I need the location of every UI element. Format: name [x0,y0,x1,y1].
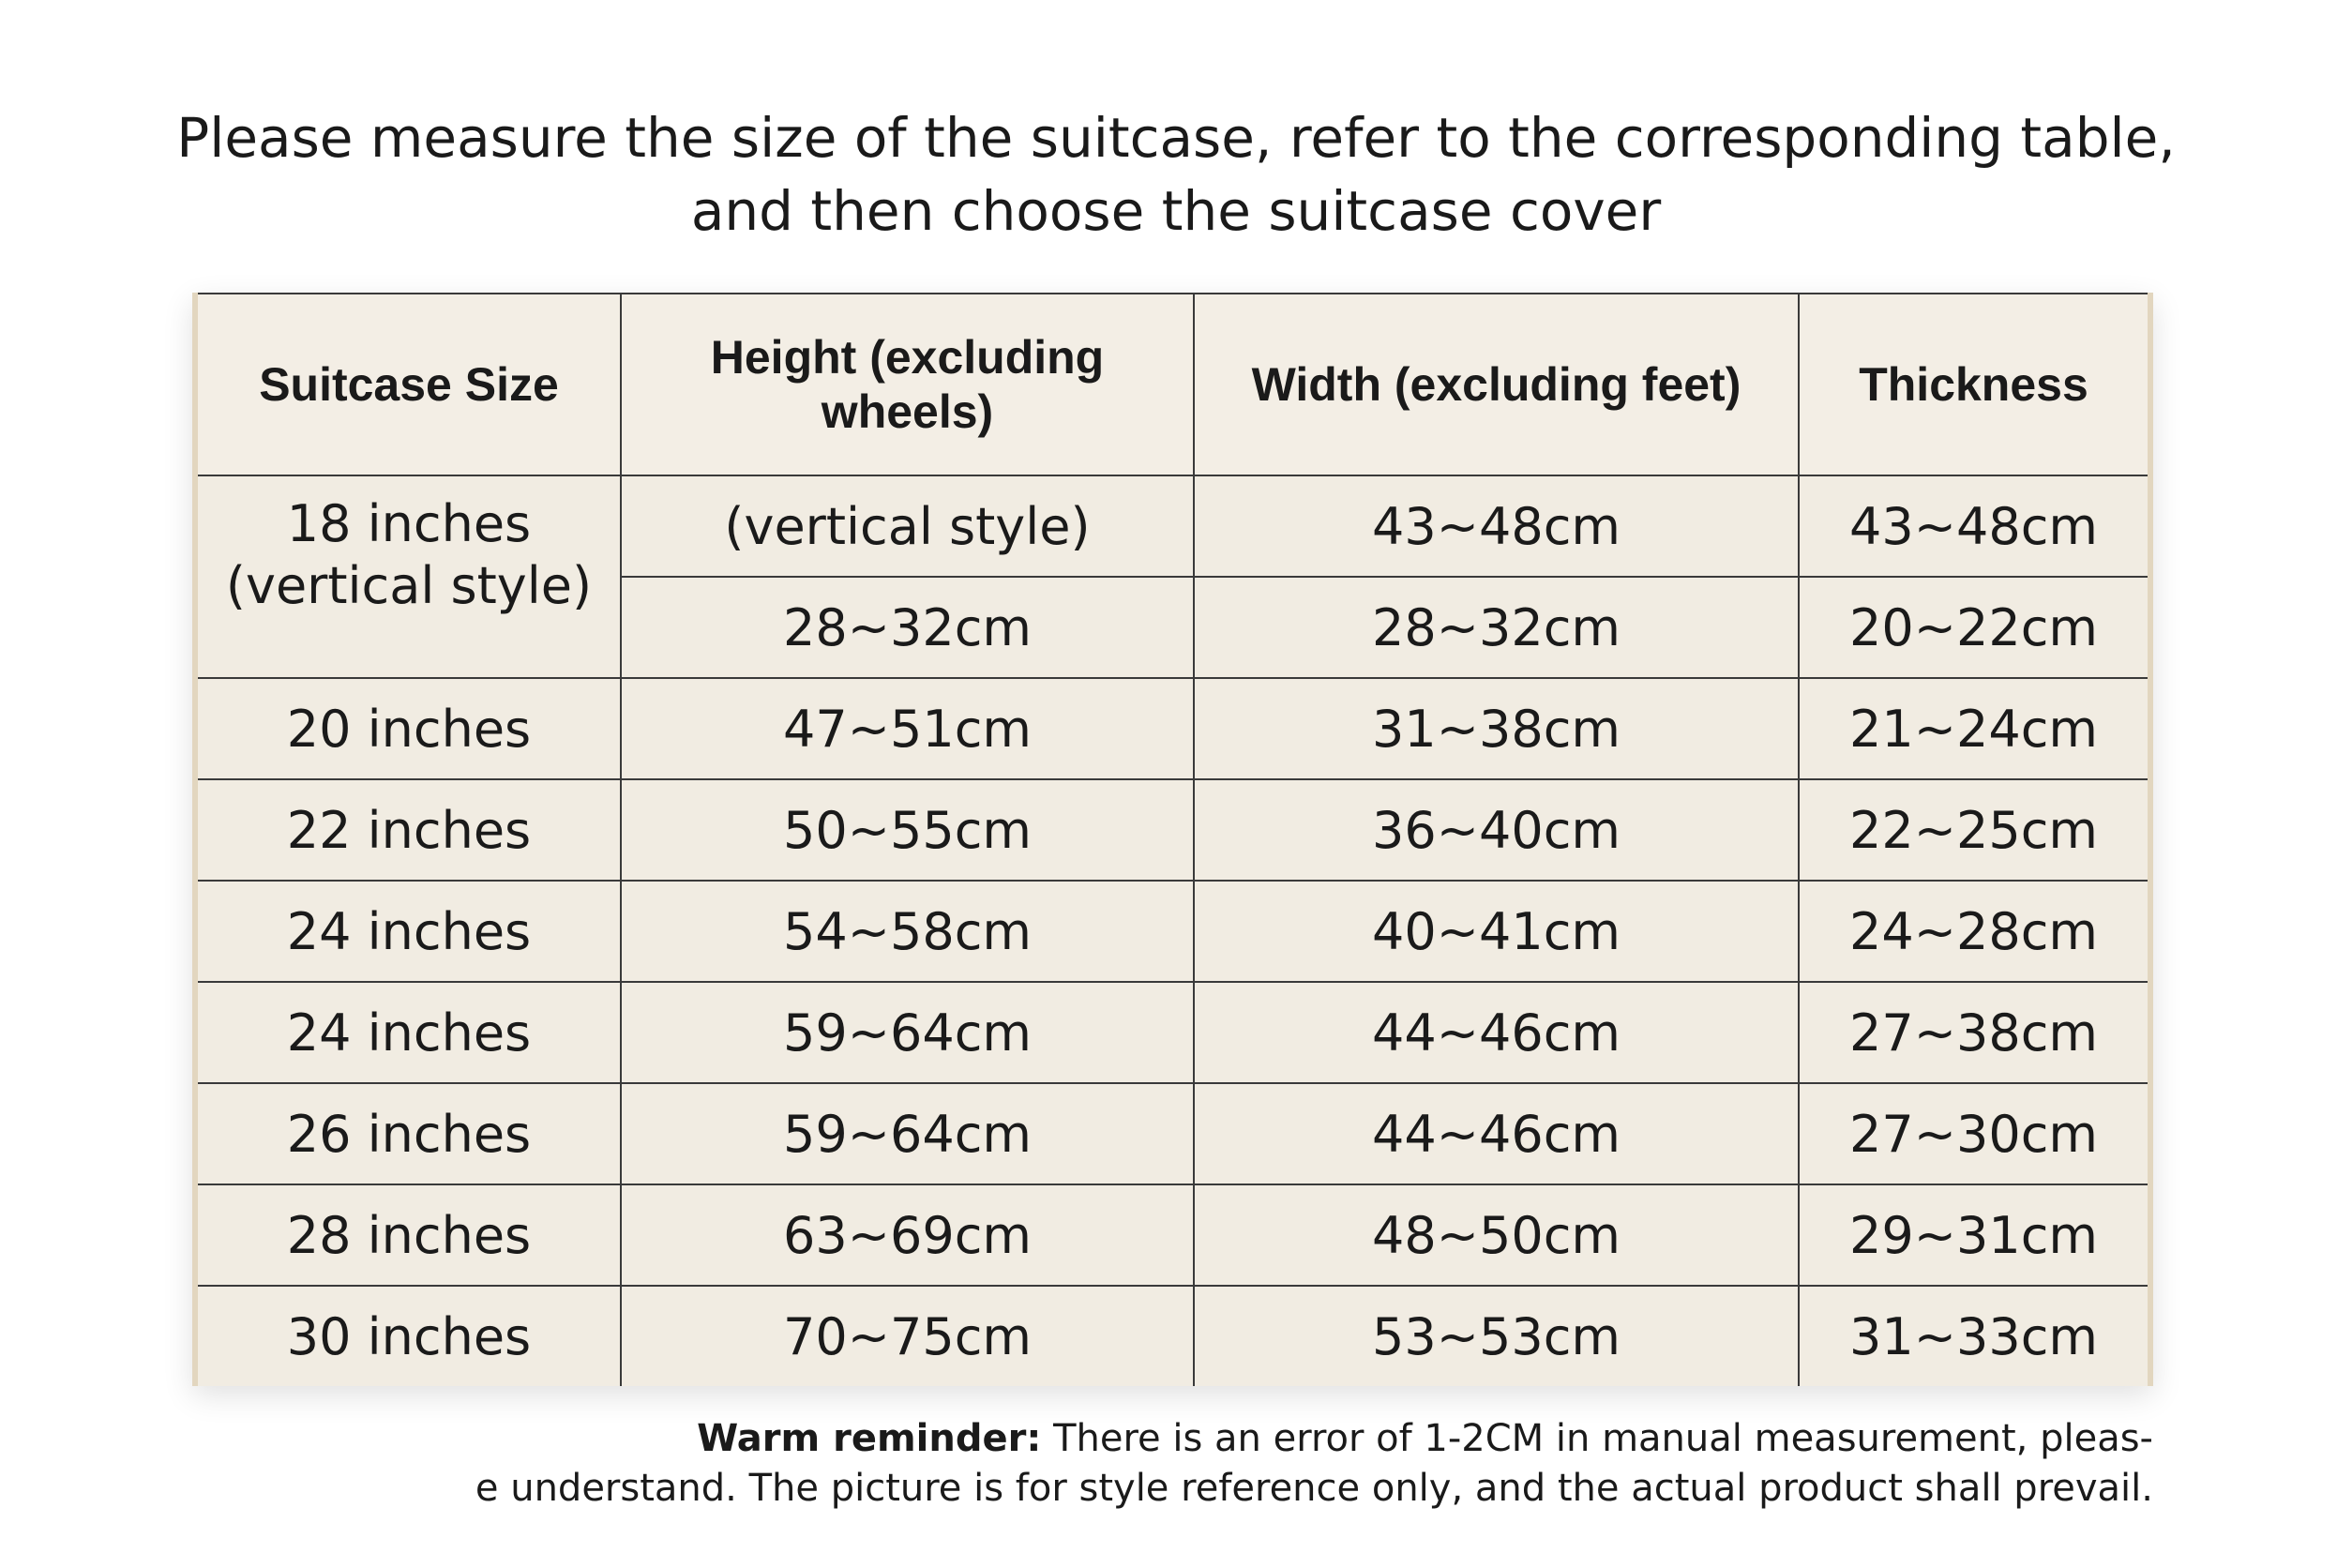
footer-line: Warm reminder: There is an error of 1-2C… [475,1414,2153,1464]
table-cell: 63~69cm [620,1184,1195,1287]
table-row: 28~32cm 28~32cm 20~22cm [198,576,2148,679]
table-cell: 43~48cm [1798,475,2148,578]
table-cell: 48~50cm [1193,1184,1800,1287]
size-table: Suitcase Size Height (excluding wheels) Wi… [198,293,2148,1386]
table-cell: 27~30cm [1798,1082,2148,1185]
table-row: 26 inches 59~64cm 44~46cm 27~30cm [198,1082,2148,1185]
footer-label: Warm reminder: [697,1417,1042,1460]
table-cell: 54~58cm [620,880,1195,983]
title-line: and then choose the suitcase cover [690,179,1662,243]
table-cell: 28~32cm [621,576,1195,679]
table-row: 20 inches 47~51cm 31~38cm 21~24cm [198,677,2148,780]
table-cell: 24 inches [198,880,622,983]
table-cell: 22 inches [198,778,622,882]
table-cell: 50~55cm [620,778,1195,882]
column-header: Thickness [1798,293,2148,476]
table-cell: 29~31cm [1798,1184,2148,1287]
table-cell: (vertical style) [620,475,1195,578]
table-cell: 59~64cm [620,981,1195,1084]
table-cell: 27~38cm [1798,981,2148,1084]
table-cell: 40~41cm [1193,880,1800,983]
table-cell: 28 inches [198,1184,622,1287]
table-cell: 21~24cm [1798,677,2148,780]
table-cell: 59~64cm [620,1082,1195,1185]
table-cell: 36~40cm [1193,778,1800,882]
table-row: 24 inches 54~58cm 40~41cm 24~28cm [198,880,2148,983]
table-cell: 31~38cm [1193,677,1800,780]
table-cell: 22~25cm [1798,778,2148,882]
title: Please measure the size of the suitcase,… [0,101,2352,248]
table-cell: 53~53cm [1193,1285,1800,1386]
table-row: 24 inches 59~64cm 44~46cm 27~38cm [198,981,2148,1084]
table-cell: 70~75cm [620,1285,1195,1386]
table-cell: 24~28cm [1798,880,2148,983]
column-header: Height (excluding wheels) [620,293,1195,476]
table-cell: 18 inches (vertical style) [198,475,622,679]
table-cell: 44~46cm [1193,981,1800,1084]
table-cell: 26 inches [198,1082,622,1185]
header-row: Suitcase Size Height (excluding wheels) Wi… [198,293,2148,476]
table-row: 18 inches (vertical style) (vertical styl… [198,475,2148,679]
table-cell: 31~33cm [1798,1285,2148,1386]
table-cell: 20 inches [198,677,622,780]
column-header: Width (excluding feet) [1193,293,1800,476]
table-cell: 30 inches [198,1285,622,1386]
table-row: 30 inches 70~75cm 53~53cm 31~33cm [198,1285,2148,1386]
footer-text: There is an error of 1-2CM in manual mea… [1053,1417,2153,1460]
title-line: Please measure the size of the suitcase,… [176,106,2176,170]
table-cell: 28~32cm [1193,576,1800,679]
table-cell: 43~48cm [1193,475,1800,578]
footer-line: e understand. The picture is for style r… [475,1467,2153,1510]
size-table-card: Suitcase Size Height (excluding wheels) Wi… [192,293,2153,1386]
table-cell: 44~46cm [1193,1082,1800,1185]
table-row: 22 inches 50~55cm 36~40cm 22~25cm [198,778,2148,882]
column-header: Suitcase Size [198,293,622,476]
table-row: 28 inches 63~69cm 48~50cm 29~31cm [198,1184,2148,1287]
table-cell: 20~22cm [1798,576,2148,679]
footer-note: Warm reminder: There is an error of 1-2C… [475,1414,2153,1514]
table-cell: 47~51cm [620,677,1195,780]
table-cell: 24 inches [198,981,622,1084]
